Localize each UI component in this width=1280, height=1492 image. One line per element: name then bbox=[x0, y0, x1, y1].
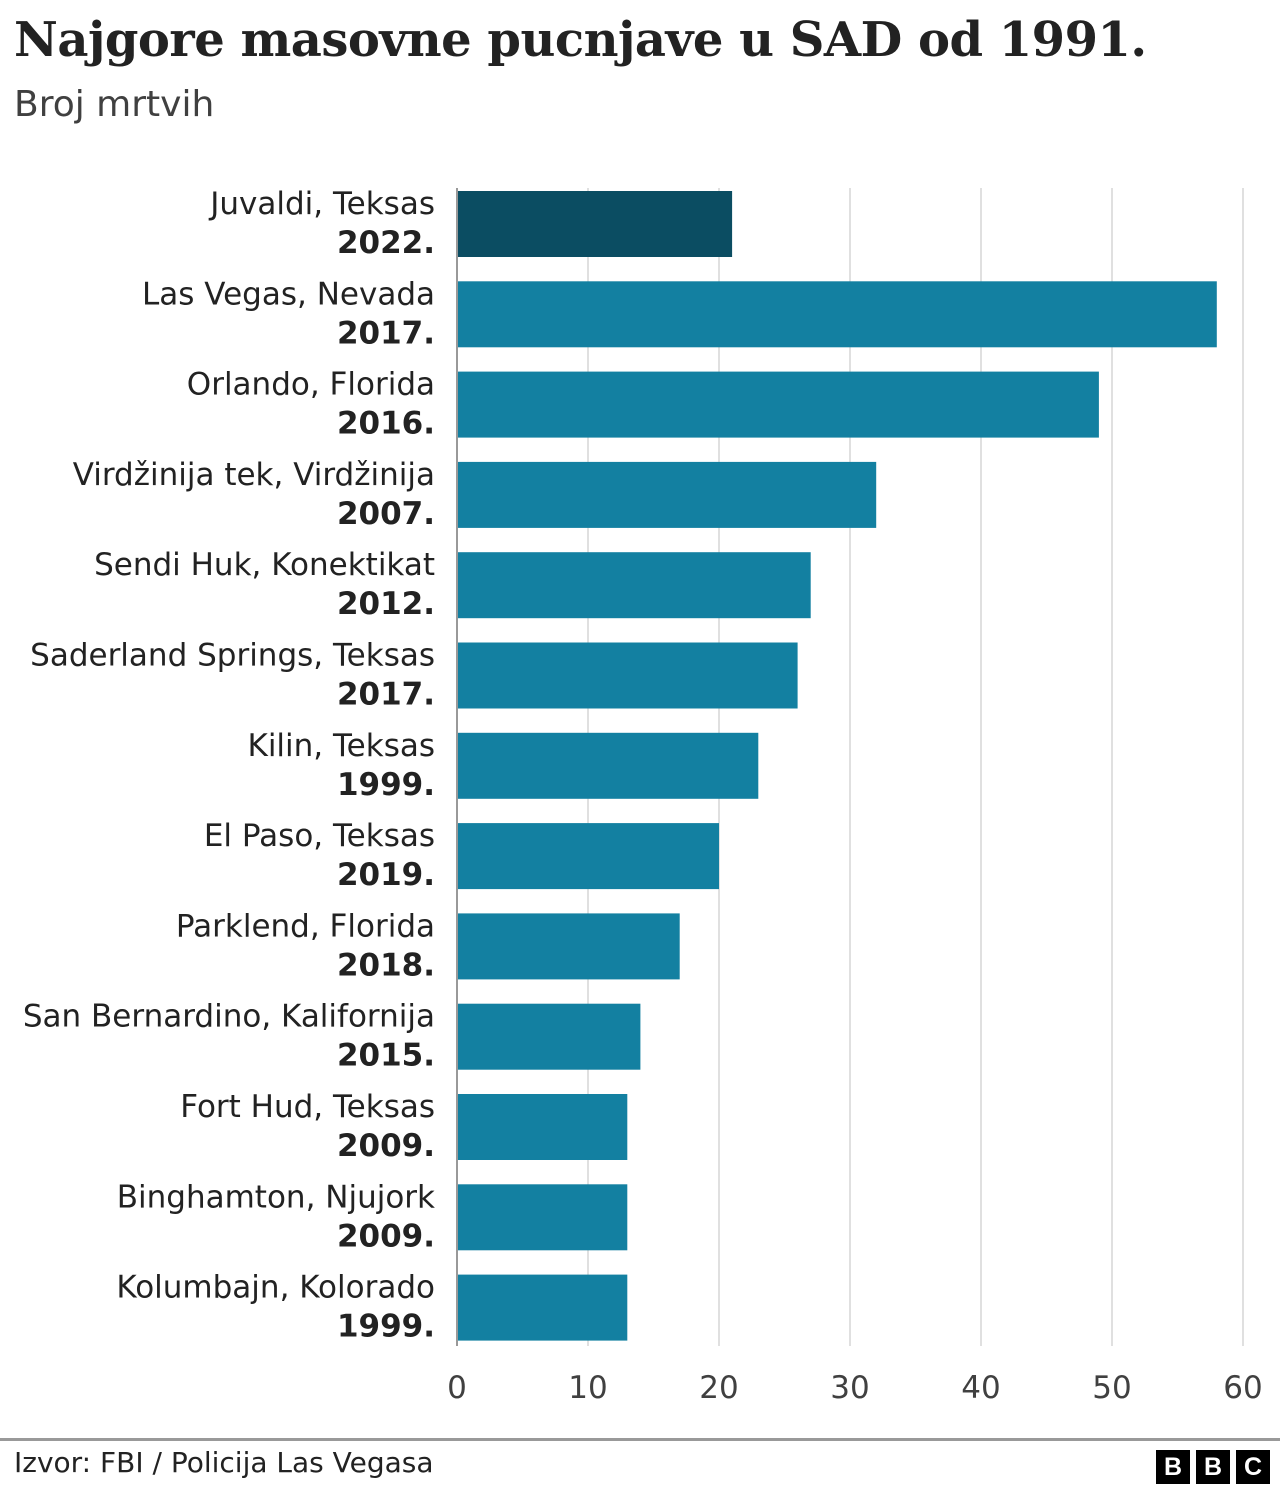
bbc-logo-letter: B bbox=[1156, 1450, 1190, 1484]
bar-year-label: 1999. bbox=[337, 767, 435, 803]
bar bbox=[457, 913, 680, 980]
bbc-logo-letter: C bbox=[1236, 1450, 1270, 1484]
bar bbox=[457, 1274, 628, 1341]
bar bbox=[457, 1094, 628, 1160]
bar-year-label: 2022. bbox=[337, 225, 435, 261]
bar bbox=[457, 823, 719, 890]
bar-category-label: Las Vegas, Nevada bbox=[142, 276, 435, 312]
bar-category-label: Juvaldi, Teksas bbox=[208, 186, 435, 222]
bar-year-label: 2019. bbox=[337, 857, 435, 893]
x-tick-label: 10 bbox=[568, 1370, 607, 1406]
bar-year-label: 2012. bbox=[337, 586, 435, 622]
bar-year-label: 2015. bbox=[337, 1038, 435, 1074]
bar bbox=[457, 191, 733, 257]
bar-category-label: Parklend, Florida bbox=[176, 908, 435, 944]
source-note: Izvor: FBI / Policija Las Vegasa bbox=[14, 1446, 434, 1479]
bar-category-label: Kilin, Teksas bbox=[247, 728, 435, 764]
bar-category-label: Saderland Springs, Teksas bbox=[30, 638, 435, 674]
bar-category-label: Kolumbajn, Kolorado bbox=[116, 1270, 435, 1306]
x-tick-label: 40 bbox=[961, 1370, 1000, 1406]
bar-category-label: Fort Hud, Teksas bbox=[180, 1089, 435, 1125]
bar-category-label: Sendi Huk, Konektikat bbox=[94, 547, 435, 583]
bar bbox=[457, 371, 1099, 438]
bar-year-label: 2007. bbox=[337, 496, 435, 532]
bar-category-label: El Paso, Teksas bbox=[204, 818, 435, 854]
bar-year-label: 2017. bbox=[337, 677, 435, 713]
x-tick-label: 50 bbox=[1092, 1370, 1131, 1406]
bar bbox=[457, 1184, 628, 1251]
x-tick-label: 0 bbox=[447, 1370, 467, 1406]
bar-year-label: 2017. bbox=[337, 315, 435, 351]
x-tick-label: 60 bbox=[1223, 1370, 1262, 1406]
bar-year-label: 2009. bbox=[337, 1218, 435, 1254]
bar-category-label: Binghamton, Njujork bbox=[117, 1179, 435, 1215]
bar bbox=[457, 461, 877, 528]
bar-category-label: Orlando, Florida bbox=[187, 367, 435, 403]
bar bbox=[457, 732, 759, 799]
chart-subtitle: Broj mrtvih bbox=[14, 84, 215, 125]
bar-year-label: 2018. bbox=[337, 947, 435, 983]
bar-category-label: San Bernardino, Kalifornija bbox=[23, 999, 435, 1035]
bar bbox=[457, 642, 798, 709]
bar-year-label: 2016. bbox=[337, 406, 435, 442]
x-tick-label: 30 bbox=[830, 1370, 869, 1406]
chart-title: Najgore masovne pucnjave u SAD od 1991. bbox=[14, 12, 1147, 68]
bar-year-label: 1999. bbox=[337, 1309, 435, 1345]
bar bbox=[457, 281, 1217, 348]
x-tick-label: 20 bbox=[699, 1370, 738, 1406]
bbc-logo-letter: B bbox=[1196, 1450, 1230, 1484]
bar-category-label: Virdžinija tek, Virdžinija bbox=[73, 457, 435, 493]
bar bbox=[457, 552, 811, 619]
bar bbox=[457, 1003, 641, 1070]
footer-divider bbox=[0, 1438, 1280, 1441]
bar-year-label: 2009. bbox=[337, 1128, 435, 1164]
bbc-logo: B B C bbox=[1156, 1450, 1270, 1484]
